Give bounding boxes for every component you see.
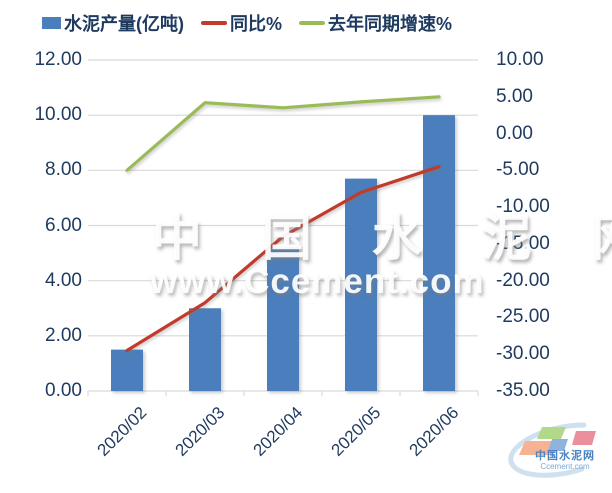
line-series-marker-icon [299,21,326,25]
logo-name-text: 中国水泥网 [535,448,595,462]
right-axis-tick-label: -20.00 [496,269,550,291]
legend-label-output: 水泥产量(亿吨) [64,14,184,34]
legend-label-yoy: 同比% [230,14,283,34]
right-axis-tick-label: -5.00 [496,159,540,181]
right-axis-tick-label: -25.00 [496,306,550,328]
right-axis-tick-label: -30.00 [496,343,550,365]
bar-2020/02 [111,349,143,391]
bar-series-marker-icon [42,17,61,29]
right-axis-tick-label: -15.00 [496,232,550,254]
logo-site-text: Ccement.com [540,462,590,471]
legend-item-lastyear: 去年同期增速% [299,10,452,36]
bar-2020/06 [423,115,455,392]
logo-shape-blue [548,439,568,451]
bar-2020/05 [345,178,377,391]
bar-2020/03 [189,308,221,391]
left-axis-tick-label: 6.00 [45,214,82,236]
line-series-marker-icon [201,21,227,25]
left-axis-tick-label: 2.00 [45,324,82,346]
logo-shape-green [537,427,566,439]
left-axis-tick-label: 4.00 [45,269,82,291]
line-series-去年同期增速% [125,95,441,172]
right-axis-tick-label: -35.00 [496,380,550,401]
bar-2020/04 [267,247,299,391]
right-axis-tick-label: 0.00 [496,122,533,144]
left-axis-tick-label: 10.00 [34,104,82,126]
left-axis-tick-label: 12.00 [34,49,82,70]
line-series-同比% [125,165,441,353]
right-axis-tick-label: 10.00 [496,49,544,70]
legend-item-output: 水泥产量(亿吨) [42,10,184,36]
right-axis-tick-label: -10.00 [496,196,550,218]
logo-shape-salmon [519,441,559,455]
right-axis-tick-label: 5.00 [496,85,533,107]
legend-label-lastyear: 去年同期增速% [328,14,453,34]
logo-shape-pink [572,431,596,445]
ccement-logo: 中国水泥网 Ccement.com [487,408,612,490]
legend-item-yoy: 同比% [201,10,282,36]
left-axis-tick-label: 0.00 [45,380,82,401]
left-axis-tick-label: 8.00 [45,159,82,181]
chart-legend: 水泥产量(亿吨) 同比% 去年同期增速% [42,10,452,36]
